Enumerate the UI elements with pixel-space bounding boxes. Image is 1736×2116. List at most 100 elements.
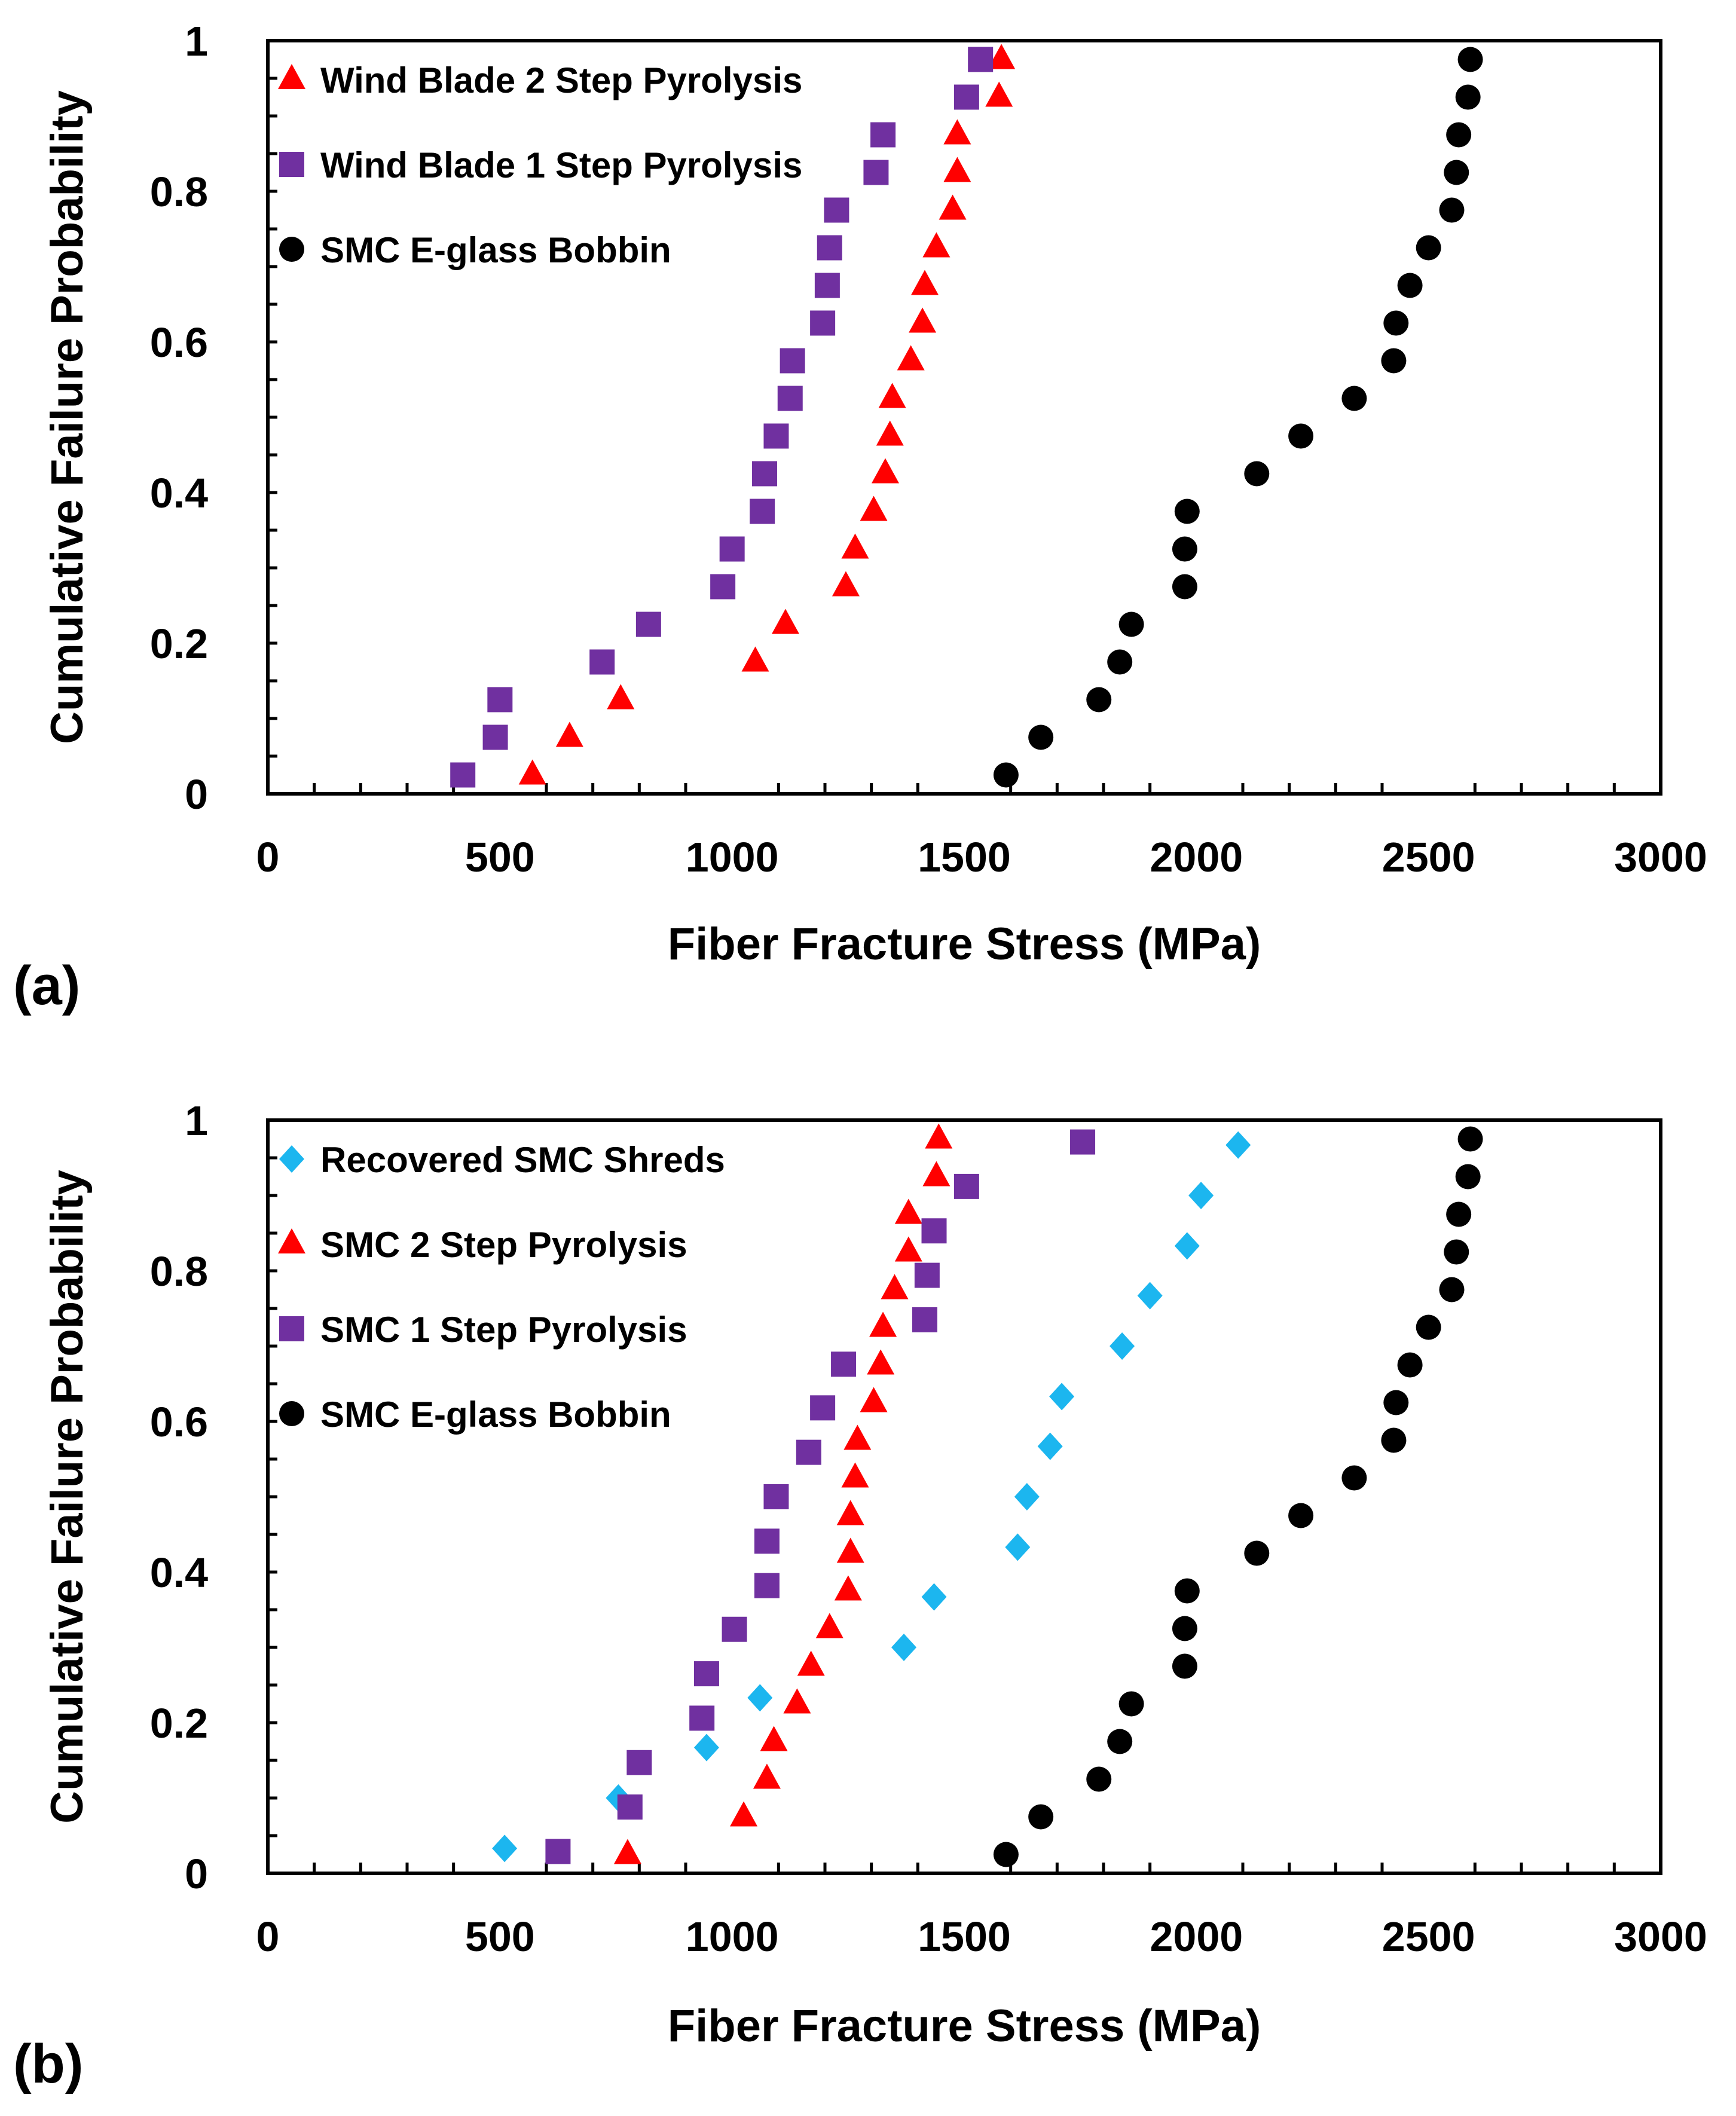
data-point-smc-2-step-pyrolysis — [925, 1123, 953, 1149]
data-point-wind-blade-2-step-pyrolysis — [741, 646, 769, 672]
legend-marker-smc-2-step-pyrolysis — [278, 1228, 305, 1253]
data-point-wind-blade-2-step-pyrolysis — [943, 157, 971, 182]
y-tick-label: 0.4 — [150, 1549, 208, 1596]
data-point-smc-1-step-pyrolysis — [1070, 1129, 1096, 1155]
data-point-smc-e-glass-bobbin — [1439, 1277, 1465, 1302]
data-point-smc-e-glass-bobbin — [1439, 197, 1465, 223]
data-point-smc-2-step-pyrolysis — [753, 1763, 781, 1789]
data-point-smc-e-glass-bobbin — [1118, 1691, 1144, 1717]
legend-entry-label: SMC 1 Step Pyrolysis — [320, 1310, 687, 1350]
data-point-smc-2-step-pyrolysis — [613, 1839, 641, 1864]
data-point-wind-blade-1-step-pyrolysis — [635, 611, 661, 637]
data-point-wind-blade-1-step-pyrolysis — [824, 197, 849, 223]
data-point-recovered-smc-shreds — [693, 1733, 719, 1762]
data-point-smc-1-step-pyrolysis — [626, 1750, 652, 1775]
data-point-smc-1-step-pyrolysis — [722, 1616, 747, 1642]
data-point-recovered-smc-shreds — [1005, 1533, 1031, 1561]
data-point-wind-blade-2-step-pyrolysis — [878, 383, 906, 408]
x-axis-label: Fiber Fracture Stress (MPa) — [668, 919, 1261, 970]
y-tick-label: 1 — [185, 18, 208, 65]
y-tick-label: 0.2 — [150, 620, 208, 667]
data-point-smc-2-step-pyrolysis — [836, 1537, 864, 1563]
data-point-smc-e-glass-bobbin — [1107, 649, 1133, 675]
data-point-smc-e-glass-bobbin — [993, 762, 1019, 788]
chart-panel-a: 0 500 1000 1500 2000 2500 3000 0 0.2 0.4 0.6 0.8 1 Fi… — [13, 18, 1707, 1016]
data-point-recovered-smc-shreds — [1110, 1332, 1135, 1360]
data-point-wind-blade-1-step-pyrolysis — [863, 160, 889, 185]
data-point-smc-2-step-pyrolysis — [843, 1424, 872, 1450]
chart-panel-b: 0 500 1000 1500 2000 2500 3000 0 0.2 0.4 0.6 0.8 1 Fi… — [13, 1097, 1707, 2094]
x-tick-label: 3000 — [1614, 1913, 1707, 1960]
legend-entry-label: SMC E-glass Bobbin — [320, 1395, 671, 1435]
y-tick-label: 0.2 — [150, 1700, 208, 1747]
data-point-smc-e-glass-bobbin — [1028, 1804, 1054, 1830]
data-point-smc-2-step-pyrolysis — [841, 1462, 869, 1488]
data-point-wind-blade-1-step-pyrolysis — [810, 310, 836, 336]
series-smc-e-glass-bobbin — [993, 1126, 1483, 1867]
data-point-smc-e-glass-bobbin — [1244, 461, 1270, 487]
panel-label: (b) — [13, 2034, 83, 2094]
data-point-recovered-smc-shreds — [492, 1834, 518, 1863]
data-point-smc-e-glass-bobbin — [1383, 310, 1409, 336]
data-point-smc-e-glass-bobbin — [1416, 235, 1441, 261]
data-point-wind-blade-2-step-pyrolysis — [518, 759, 546, 785]
data-point-wind-blade-2-step-pyrolysis — [988, 44, 1016, 69]
data-point-smc-1-step-pyrolysis — [796, 1439, 821, 1465]
data-point-smc-e-glass-bobbin — [1341, 1465, 1367, 1491]
data-point-smc-e-glass-bobbin — [1446, 1201, 1472, 1227]
data-point-smc-e-glass-bobbin — [1381, 348, 1407, 374]
data-point-smc-1-step-pyrolysis — [831, 1351, 857, 1377]
data-point-smc-2-step-pyrolysis — [783, 1688, 811, 1714]
data-point-smc-e-glass-bobbin — [993, 1842, 1019, 1867]
data-point-wind-blade-2-step-pyrolysis — [897, 345, 925, 371]
legend-entry-label: SMC E-glass Bobbin — [320, 230, 671, 270]
y-tick-label: 0.4 — [150, 470, 208, 516]
x-axis-label: Fiber Fracture Stress (MPa) — [668, 2001, 1261, 2051]
data-point-wind-blade-2-step-pyrolysis — [910, 270, 939, 295]
data-point-smc-e-glass-bobbin — [1288, 1503, 1314, 1528]
data-point-wind-blade-1-step-pyrolysis — [968, 47, 994, 72]
y-axis-label: Cumulative Failure Probability — [42, 90, 93, 744]
data-point-smc-e-glass-bobbin — [1172, 574, 1197, 600]
data-point-wind-blade-1-step-pyrolysis — [780, 348, 805, 374]
y-axis-label: Cumulative Failure Probability — [42, 1170, 93, 1824]
data-point-smc-e-glass-bobbin — [1455, 1164, 1481, 1190]
legend-marker-smc-e-glass-bobbin — [279, 237, 304, 262]
data-point-recovered-smc-shreds — [1037, 1432, 1063, 1460]
panel-label: (a) — [13, 955, 80, 1016]
data-point-recovered-smc-shreds — [891, 1634, 917, 1661]
legend-entry-label: Recovered SMC Shreds — [320, 1140, 725, 1180]
data-point-wind-blade-1-step-pyrolysis — [482, 724, 508, 750]
data-point-smc-e-glass-bobbin — [1397, 1352, 1423, 1378]
data-point-smc-1-step-pyrolysis — [914, 1262, 940, 1288]
data-point-smc-2-step-pyrolysis — [869, 1311, 897, 1337]
data-point-smc-e-glass-bobbin — [1174, 1578, 1200, 1604]
data-point-wind-blade-1-step-pyrolysis — [750, 499, 775, 524]
data-point-wind-blade-2-step-pyrolysis — [841, 533, 869, 559]
data-point-smc-2-step-pyrolysis — [815, 1613, 843, 1638]
data-point-smc-1-step-pyrolysis — [912, 1307, 937, 1332]
data-point-smc-2-step-pyrolysis — [730, 1801, 758, 1827]
data-point-smc-2-step-pyrolysis — [797, 1650, 825, 1676]
data-point-wind-blade-1-step-pyrolysis — [589, 649, 615, 675]
x-tick-label: 2000 — [1150, 1913, 1243, 1960]
legend-marker-smc-1-step-pyrolysis — [279, 1316, 304, 1341]
data-point-smc-e-glass-bobbin — [1457, 1126, 1483, 1152]
data-point-smc-e-glass-bobbin — [1174, 499, 1200, 524]
legend-entry-label: SMC 2 Step Pyrolysis — [320, 1225, 687, 1265]
data-point-wind-blade-1-step-pyrolysis — [817, 235, 842, 261]
series-smc-1-step-pyrolysis — [545, 1129, 1096, 1864]
data-point-smc-1-step-pyrolysis — [953, 1173, 979, 1199]
x-tick-label: 0 — [256, 1913, 280, 1960]
data-point-smc-2-step-pyrolysis — [860, 1387, 888, 1412]
data-point-smc-2-step-pyrolysis — [867, 1349, 895, 1375]
y-tick-label: 0 — [185, 1851, 208, 1897]
data-point-wind-blade-1-step-pyrolysis — [710, 574, 736, 600]
data-point-wind-blade-2-step-pyrolysis — [871, 458, 899, 484]
y-tick-label: 0.6 — [150, 1399, 208, 1445]
x-tick-label: 1000 — [686, 834, 779, 880]
data-point-smc-e-glass-bobbin — [1397, 273, 1423, 298]
data-point-smc-e-glass-bobbin — [1028, 724, 1054, 750]
data-point-smc-1-step-pyrolysis — [693, 1661, 719, 1687]
